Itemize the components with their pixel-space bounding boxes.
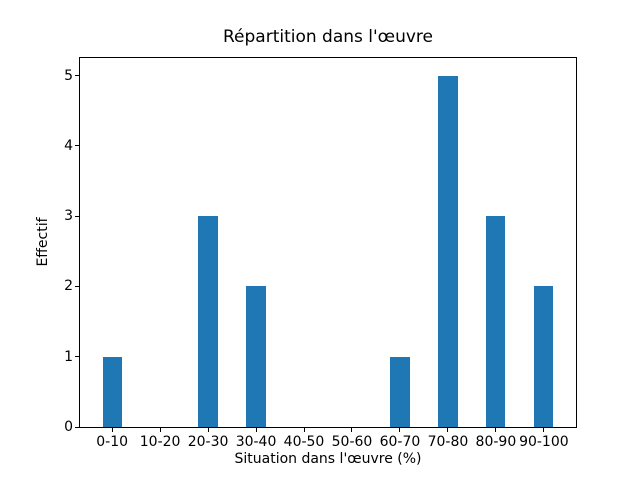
y-axis-label: Effectif — [35, 217, 51, 267]
y-tick-1 — [75, 356, 79, 358]
y-tick-label-5: 5 — [64, 67, 73, 84]
y-tick-label-1: 1 — [64, 348, 73, 365]
y-tick-label-4: 4 — [64, 137, 73, 154]
bar-80-90 — [486, 216, 506, 427]
x-tick-label-10-20: 10-20 — [139, 434, 181, 450]
y-tick-5 — [75, 75, 79, 77]
x-tick-60-70 — [399, 428, 401, 432]
x-tick-40-50 — [303, 428, 305, 432]
x-tick-30-40 — [255, 428, 257, 432]
x-tick-label-80-90: 80-90 — [475, 434, 517, 450]
x-tick-label-70-80: 70-80 — [427, 434, 469, 450]
bar-20-30 — [198, 216, 218, 427]
bar-0-10 — [102, 356, 122, 427]
x-tick-label-0-10: 0-10 — [96, 434, 129, 450]
x-tick-90-100 — [543, 428, 545, 432]
x-tick-label-20-30: 20-30 — [187, 434, 229, 450]
x-tick-0-10 — [111, 428, 113, 432]
bar-90-100 — [534, 286, 554, 427]
chart-title: Répartition dans l'œuvre — [222, 27, 433, 47]
x-tick-label-30-40: 30-40 — [235, 434, 277, 450]
y-tick-label-0: 0 — [64, 419, 73, 435]
x-tick-label-40-50: 40-50 — [283, 434, 325, 450]
bar-60-70 — [390, 356, 410, 427]
x-tick-label-50-60: 50-60 — [331, 434, 373, 450]
x-tick-20-30 — [207, 428, 209, 432]
x-tick-50-60 — [351, 428, 353, 432]
y-tick-label-3: 3 — [64, 208, 73, 225]
x-tick-label-90-100: 90-100 — [519, 434, 569, 450]
x-tick-label-60-70: 60-70 — [379, 434, 421, 450]
bar-70-80 — [438, 75, 458, 427]
y-tick-0 — [75, 426, 79, 428]
y-tick-2 — [75, 285, 79, 287]
x-axis-label: Situation dans l'œuvre (%) — [234, 451, 422, 467]
y-tick-label-2: 2 — [64, 278, 73, 295]
y-tick-3 — [75, 215, 79, 217]
y-tick-4 — [75, 145, 79, 147]
bar-30-40 — [246, 286, 266, 427]
plot-area: 0 1 2 3 4 5 0-10 10-20 20-30 30-40 40-50 50-60 60-70… — [64, 57, 577, 449]
x-tick-70-80 — [447, 428, 449, 432]
x-tick-80-90 — [495, 428, 497, 432]
x-tick-10-20 — [159, 428, 161, 432]
